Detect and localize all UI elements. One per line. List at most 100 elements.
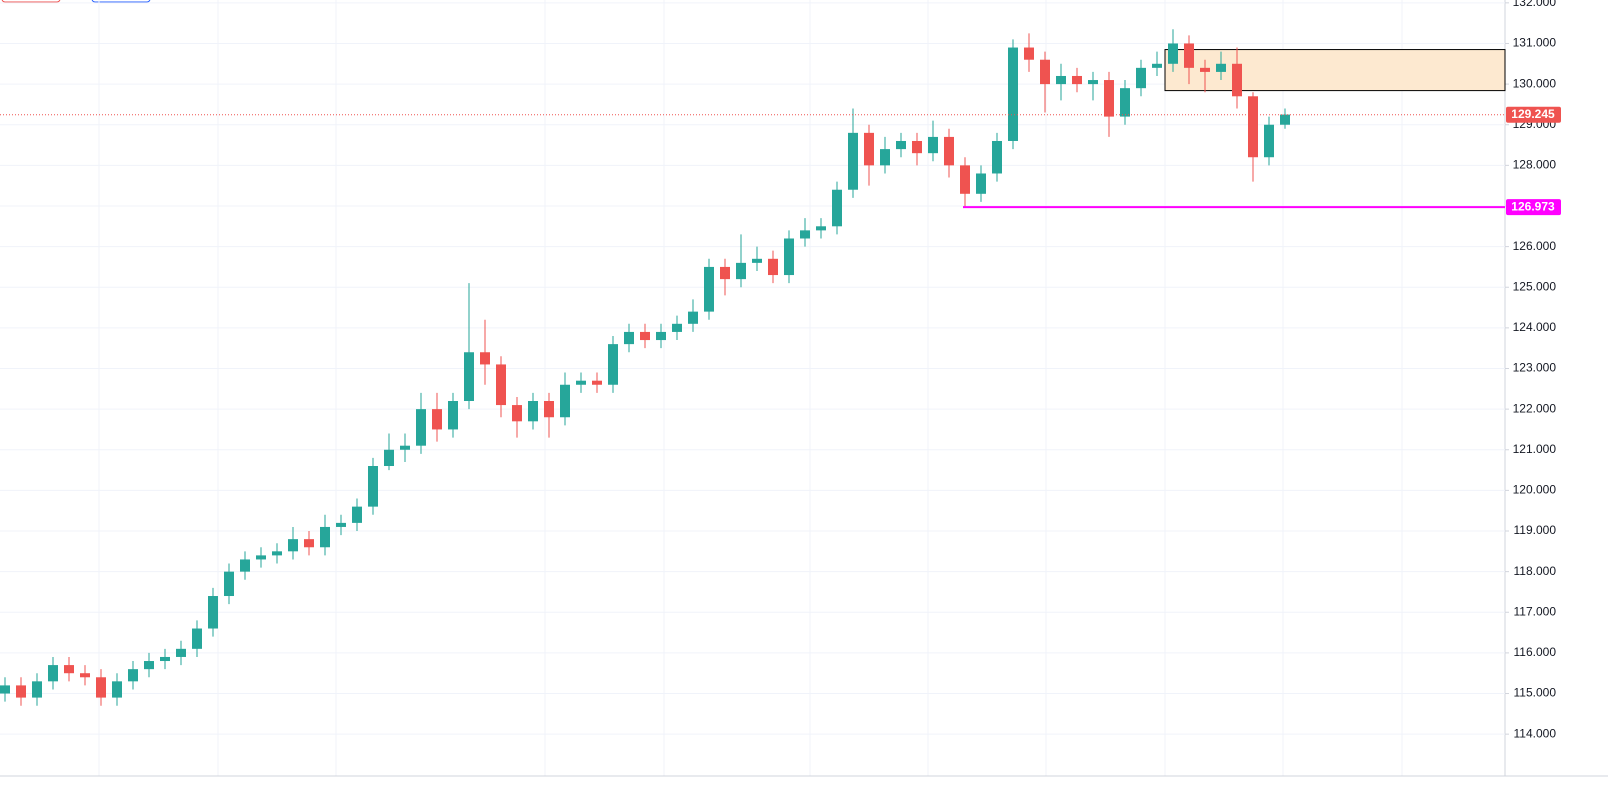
candle-body [640,331,650,341]
candle-body [752,258,762,263]
candle-body [416,409,426,446]
candle-body [1008,47,1018,141]
candle-body [1248,96,1258,158]
candle-body [512,405,522,422]
candle-body [672,323,682,332]
candle-body [192,628,202,649]
candle-body [816,226,826,231]
candle-body [864,132,874,166]
candle-body [624,331,634,345]
candle-body [912,140,922,154]
candle-body [384,449,394,467]
candle-body [496,364,506,406]
candle-body [112,681,122,698]
candle-body [1120,88,1130,117]
candle-body [1184,43,1194,68]
candle-body [608,344,618,385]
y-tick-label: 126.000 [1513,239,1557,253]
candle-body [48,665,58,682]
candle-body [128,669,138,682]
candle-body [1280,114,1290,125]
support-badge [1506,199,1561,216]
candle-body [688,311,698,324]
candle-body [1056,75,1066,85]
candle-body [432,409,442,430]
candle-body [240,559,250,572]
candle-body [368,466,378,507]
candle-body [592,380,602,385]
toolbar-button[interactable] [1,0,61,3]
candle-body [448,401,458,430]
candle-body [992,140,1002,174]
y-tick-label: 119.000 [1514,523,1557,537]
candle-body [544,401,554,418]
candle-body [304,539,314,548]
candle-body [144,661,154,670]
candle-body [1104,80,1114,117]
candle-body [160,656,170,662]
candle-body [896,140,906,150]
y-tick-label: 117.000 [1514,604,1557,618]
candle-body [720,266,730,280]
candle-body [1152,63,1162,68]
last-price-badge [1506,106,1561,123]
candle-body [880,149,890,166]
candle-body [848,132,858,190]
candle-body [976,173,986,194]
candle-body [784,238,794,276]
candle-body [64,665,74,674]
candle-body [224,571,234,597]
candle-body [480,352,490,365]
candle-body [464,352,474,402]
last-price-label: 129.245 [1511,107,1555,121]
candle-body [1216,63,1226,72]
candle-body [80,673,90,678]
candle-body [1024,47,1034,60]
y-tick-label: 132.000 [1513,0,1557,9]
candle-body [736,262,746,280]
candle-body [1088,80,1098,85]
candle-body [256,555,266,560]
y-tick-label: 130.000 [1513,76,1557,90]
y-tick-label: 128.000 [1513,158,1557,172]
candle-body [16,685,26,698]
candle-body [1168,43,1178,64]
candle-body [800,230,810,239]
candle-body [656,331,666,341]
candle-body [944,136,954,166]
toolbar-button[interactable] [91,0,151,3]
candle-body [1232,63,1242,97]
candle-body [96,677,106,698]
candle-body [32,681,42,698]
candle-body [960,165,970,194]
y-tick-label: 120.000 [1513,483,1557,497]
y-tick-label: 131.000 [1513,36,1557,50]
y-tick-label: 125.000 [1513,279,1557,293]
candle-body [528,401,538,422]
candle-body [336,522,346,527]
time-grid [98,0,1403,776]
candle-body [288,539,298,552]
candle-body [208,596,218,629]
candle-body [320,526,330,548]
candle-body [272,551,282,556]
candle-body [704,266,714,312]
candle-body [0,685,10,694]
y-tick-label: 124.000 [1513,320,1557,334]
y-tick-label: 122.000 [1513,401,1557,415]
candle-body [1264,124,1274,158]
candle-body [832,189,842,227]
candle-body [1072,75,1082,85]
candle-body [400,445,410,450]
candle-body [176,648,186,657]
candle-body [352,506,362,523]
y-tick-label: 114.000 [1514,726,1557,740]
candle-body [1136,67,1146,89]
candle-body [1040,59,1050,85]
candle-body [1200,67,1210,72]
candle-body [928,136,938,154]
y-tick-label: 118.000 [1514,564,1557,578]
candle-body [768,258,778,276]
